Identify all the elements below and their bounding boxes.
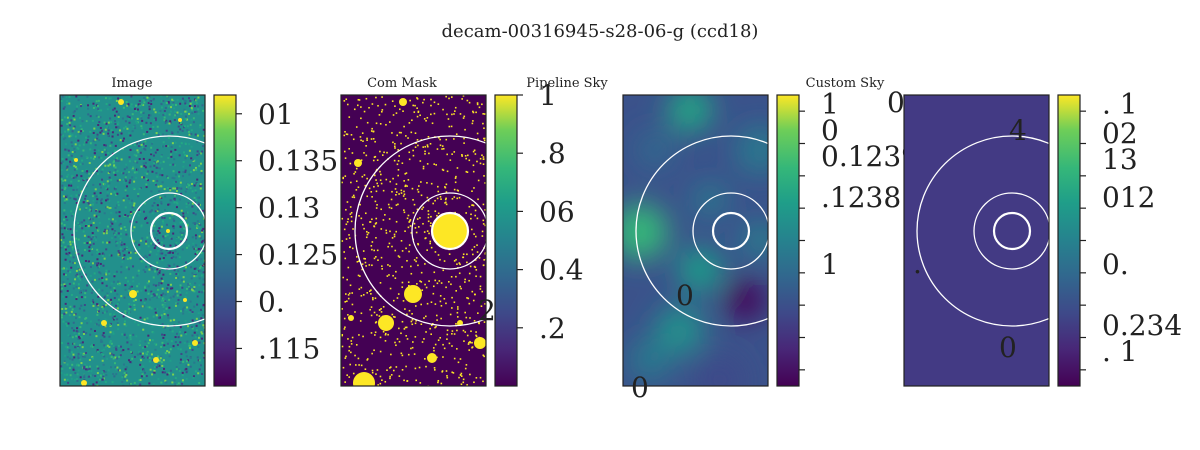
colorbar-tick-label: 0.13 [258,192,320,225]
colorbar-tick-label: .115 [258,332,320,365]
overlay-text: 2 [478,294,496,327]
outer-aperture-circle [354,135,486,327]
colorbar-tick-label: 012 [1102,181,1155,214]
inner-aperture-circle [711,211,751,251]
colorbar-tick-label: 02 [1102,117,1138,150]
colorbar-tick-label: 01 [258,98,294,131]
colorbar-tick-label: . 1 [1102,335,1138,368]
colorbar: 01 0.135 0.13 0.125 0. .115 [213,94,338,387]
outer-aperture-circle [73,135,205,327]
inner-aperture-circle [992,211,1032,251]
middle-aperture-circle [411,192,486,270]
overlay-text: . [913,247,922,280]
overlay-text: 0 [999,331,1017,364]
panel-title: Custom Sky [806,76,885,91]
colorbar-tick-label: 1 [821,88,839,121]
colorbar-tick-label: 13 [1102,143,1138,176]
colorbar-gradient [776,94,800,387]
colorbar-tick-label: 0.125 [258,239,338,272]
colorbar-gradient [213,94,237,387]
colorbar-tick-label: 0.234 [1102,309,1182,342]
middle-aperture-circle [973,192,1049,270]
overlay-text: 0 [887,86,905,119]
colorbar: 1 .8 06 0.4 .2 [494,79,584,387]
panel-title: Pipeline Sky [526,76,608,91]
colorbar-tick-label: 0. [1102,248,1129,281]
colorbar-tick-label: 0.4 [539,254,584,287]
colorbar-tick-label: .2 [539,312,566,345]
colorbar-tick-label: .1238 [821,181,901,214]
inner-aperture-circle [430,211,470,251]
colorbar-tick-label: 1 [821,248,839,281]
colorbar-tick-label: 0.1239 [821,140,919,173]
overlay-text: 0 [676,279,694,312]
colorbar-tick-label: . 1 [1102,88,1138,121]
panel-com-mask: Com Mask 2 1 .8 06 0.4 .2 [340,76,584,387]
inner-aperture-circle [149,211,189,251]
colorbar-tick-label: 0.135 [258,145,338,178]
overlay-text: 0 [631,371,649,404]
colorbar-gradient [1057,94,1081,387]
colorbar-tick-label: 1 [539,79,557,112]
panel-title: Com Mask [367,76,437,91]
middle-aperture-circle [692,192,768,270]
middle-aperture-circle [130,192,205,270]
colorbar-tick-label: .8 [539,137,566,170]
panel-image: Image 01 0.135 0.13 0.125 0. .115 [59,76,338,387]
overlay-text: 4 [1009,114,1027,147]
colorbar-gradient [494,94,518,387]
colorbar-tick-label: 0 [821,114,839,147]
colorbar-tick-label: 06 [539,195,575,228]
outer-aperture-circle [635,135,768,327]
colorbar-tick-label: 0. [258,286,285,319]
outer-aperture-circle [916,135,1049,327]
figure-title: decam-00316945-s28-06-g (ccd18) [442,21,759,42]
panel-title: Image [111,76,153,91]
